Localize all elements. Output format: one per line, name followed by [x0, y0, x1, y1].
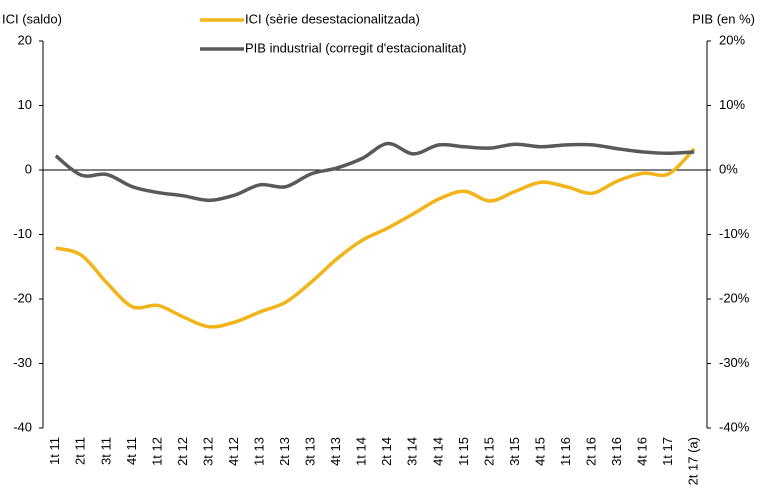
y2-tick-label: 10% — [719, 97, 745, 112]
x-tick-label: 4t 15 — [532, 437, 547, 466]
y2-tick-label: -40% — [719, 419, 750, 434]
y2-tick-label: 20% — [719, 32, 745, 47]
x-tick-label: 4t 14 — [430, 437, 445, 466]
x-tick-label: 1t 11 — [47, 437, 62, 465]
x-tick-label: 3t 13 — [303, 437, 318, 466]
y2-tick-label: -10% — [719, 226, 750, 241]
x-tick-label: 4t 16 — [635, 437, 650, 466]
legend-label: PIB industrial (corregit d'estacionalita… — [245, 40, 466, 55]
series-line — [55, 147, 696, 329]
x-tick-label: 3t 16 — [609, 437, 624, 466]
x-tick-label: 1t 15 — [456, 437, 471, 466]
x-tick-label: 4t 11 — [124, 437, 139, 465]
x-tick-label: 3t 12 — [200, 437, 215, 466]
y2-axis-label: PIB (en %) — [692, 11, 755, 26]
x-tick-label: 1t 16 — [558, 437, 573, 466]
x-tick-label: 1t 17 — [660, 437, 675, 466]
series-line — [54, 141, 695, 203]
y-tick-label: 20 — [18, 32, 32, 47]
x-tick-label: 1t 14 — [354, 437, 369, 466]
x-tick-label: 2t 12 — [175, 437, 190, 466]
y-tick-label: -20 — [13, 290, 32, 305]
x-tick-label: 3t 14 — [405, 437, 420, 466]
y2-tick-label: 0% — [719, 161, 738, 176]
x-tick-label: 3t 11 — [98, 437, 113, 465]
x-tick-label: 2t 14 — [379, 437, 394, 466]
x-tick-label: 1t 12 — [149, 437, 164, 466]
x-tick-label: 1t 13 — [252, 437, 267, 466]
y2-tick-label: -20% — [719, 290, 750, 305]
x-tick-label: 2t 13 — [277, 437, 292, 466]
x-tick-label: 2t 11 — [73, 437, 88, 465]
x-tick-label: 2t 15 — [481, 437, 496, 466]
x-tick-label: 3t 15 — [507, 437, 522, 466]
y-tick-label: -10 — [13, 226, 32, 241]
x-tick-label: 2t 17 (a) — [686, 437, 701, 485]
y2-tick-label: -30% — [719, 355, 750, 370]
y-tick-label: -40 — [13, 419, 32, 434]
x-tick-label: 4t 13 — [328, 437, 343, 466]
y-tick-label: -30 — [13, 355, 32, 370]
legend-label: ICI (sèrie desestacionalitzada) — [245, 11, 420, 26]
y-tick-label: 0 — [25, 161, 32, 176]
x-tick-label: 4t 12 — [226, 437, 241, 466]
y-tick-label: 10 — [18, 97, 32, 112]
x-tick-label: 2t 16 — [584, 437, 599, 466]
y-axis-label: ICI (saldo) — [2, 11, 62, 26]
